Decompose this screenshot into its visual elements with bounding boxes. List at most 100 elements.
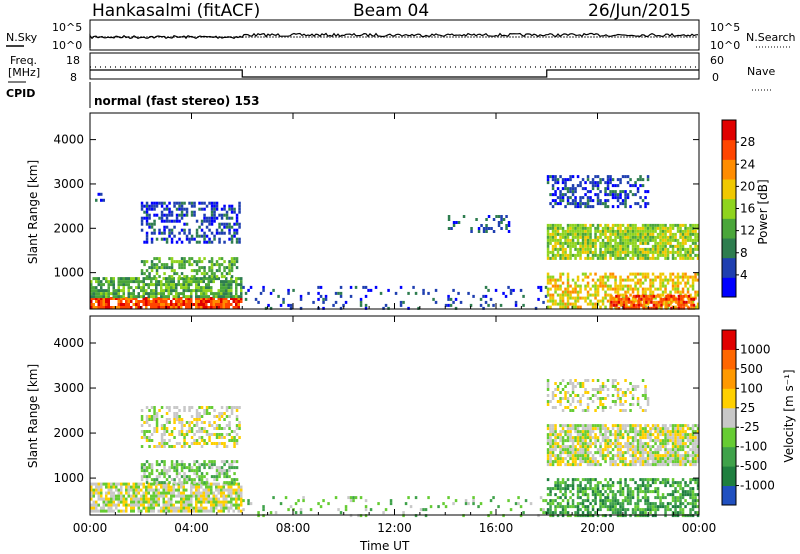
data-cell <box>561 514 565 518</box>
data-cell <box>674 496 677 500</box>
data-cell <box>624 244 627 248</box>
data-cell <box>561 250 565 254</box>
data-cell <box>551 445 555 449</box>
data-cell <box>100 488 103 492</box>
data-cell <box>554 226 557 230</box>
data-cell <box>389 502 393 506</box>
data-cell <box>187 306 190 309</box>
data-cell <box>264 306 268 310</box>
data-cell <box>639 436 642 440</box>
data-cell <box>586 196 590 200</box>
data-cell <box>687 297 691 301</box>
data-cell <box>631 508 635 512</box>
data-cell <box>190 295 193 299</box>
data-cell <box>332 303 335 307</box>
data-cell <box>225 409 229 412</box>
data-cell <box>614 278 617 282</box>
data-cell <box>90 503 93 507</box>
data-cell <box>576 247 580 251</box>
data-cell <box>195 415 199 418</box>
data-cell <box>227 488 230 492</box>
data-cell <box>240 509 243 513</box>
data-cell <box>215 207 219 211</box>
data-cell <box>649 238 652 242</box>
cpid-label: CPID <box>6 87 36 100</box>
data-cell <box>175 482 178 486</box>
data-cell <box>192 280 195 284</box>
data-cell <box>690 306 693 310</box>
data-cell <box>200 277 203 281</box>
power-scatter-region <box>546 175 650 209</box>
data-cell <box>92 506 95 510</box>
data-cell <box>235 219 239 223</box>
data-cell <box>599 493 602 497</box>
freq-series <box>90 69 699 78</box>
data-cell <box>494 288 498 292</box>
data-cell <box>604 505 607 509</box>
data-cell <box>599 181 602 185</box>
data-cell <box>153 418 156 421</box>
data-cell <box>631 463 635 467</box>
data-cell <box>210 266 214 270</box>
data-cell <box>681 445 685 449</box>
data-cell <box>122 277 125 281</box>
data-cell <box>455 221 458 224</box>
data-cell <box>233 445 236 448</box>
data-cell <box>619 427 622 431</box>
data-cell <box>190 503 193 507</box>
data-cell <box>589 433 592 437</box>
data-cell <box>327 502 330 506</box>
data-cell <box>599 253 602 257</box>
data-cell <box>634 296 637 300</box>
data-cell <box>615 300 618 304</box>
data-cell <box>162 509 165 513</box>
data-cell <box>601 433 605 437</box>
data-cell <box>679 439 682 443</box>
data-cell <box>576 511 580 515</box>
data-cell <box>212 303 215 306</box>
data-cell <box>561 281 565 285</box>
data-cell <box>676 272 680 276</box>
data-cell <box>556 445 560 449</box>
data-cell <box>132 494 135 498</box>
data-cell <box>235 424 239 427</box>
data-cell <box>679 244 682 248</box>
data-cell <box>564 394 567 397</box>
data-cell <box>137 503 140 507</box>
data-cell <box>117 283 120 287</box>
data-cell <box>175 289 178 293</box>
data-cell <box>233 207 236 211</box>
data-cell <box>160 289 163 293</box>
data-cell <box>150 225 154 229</box>
data-cell <box>222 289 225 293</box>
data-cell <box>650 300 653 304</box>
data-cell <box>228 463 231 467</box>
data-cell <box>107 289 110 293</box>
data-cell <box>427 496 430 500</box>
data-cell <box>168 418 171 421</box>
data-cell <box>686 502 690 506</box>
data-cell <box>629 241 632 245</box>
data-cell <box>651 284 655 288</box>
data-cell <box>614 235 617 239</box>
data-cell <box>689 511 692 515</box>
data-cell <box>666 226 670 230</box>
data-cell <box>594 493 597 497</box>
data-cell <box>681 448 685 452</box>
data-cell <box>556 278 560 282</box>
data-cell <box>561 196 565 200</box>
data-cell <box>153 257 156 261</box>
data-cell <box>549 223 552 227</box>
data-cell <box>621 250 625 254</box>
data-cell <box>629 284 632 288</box>
data-cell <box>629 272 632 276</box>
data-cell <box>150 303 153 306</box>
data-cell <box>175 297 178 300</box>
data-cell <box>591 427 595 431</box>
data-cell <box>559 391 562 394</box>
data-cell <box>157 303 160 306</box>
data-cell <box>155 283 158 287</box>
data-cell <box>676 281 680 285</box>
data-cell <box>576 424 580 428</box>
data-cell <box>202 297 205 300</box>
